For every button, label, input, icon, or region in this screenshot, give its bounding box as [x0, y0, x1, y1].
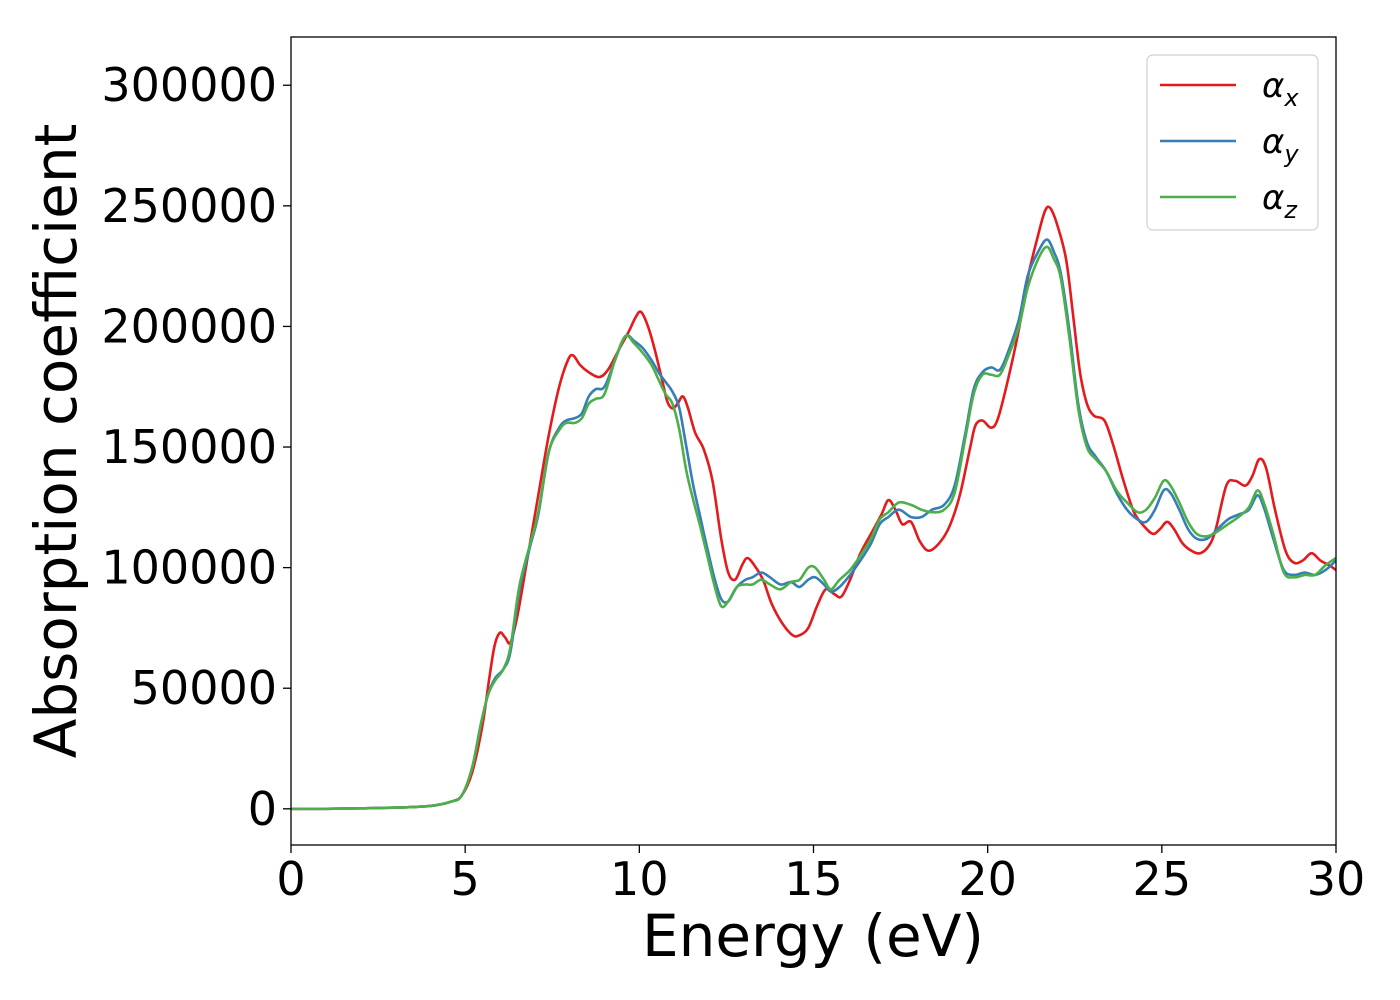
series-line-y [291, 238, 1336, 811]
x-tick-label: 5 [451, 852, 480, 906]
y-tick-label: 50000 [131, 661, 277, 715]
legend: αx αy αz [1146, 54, 1319, 231]
series-layer [291, 205, 1336, 811]
y-axis-title: Absorption coefficient [22, 124, 90, 759]
y-tick-label: 250000 [101, 179, 277, 233]
y-tick-label: 0 [248, 782, 277, 836]
x-tick-label: 15 [784, 852, 843, 906]
x-tick-label: 30 [1307, 852, 1366, 906]
x-axis: 0 5 10 15 20 25 30 [276, 845, 1365, 906]
legend-label-z: αz [1262, 178, 1298, 224]
y-tick-label: 150000 [101, 420, 277, 474]
y-tick-label: 300000 [101, 58, 277, 112]
x-axis-title: Energy (eV) [642, 902, 984, 970]
series-line-z [291, 245, 1336, 811]
legend-box [1146, 54, 1319, 231]
legend-label-x: αx [1262, 66, 1299, 112]
y-axis: 0 50000 100000 150000 200000 250000 300000 [101, 58, 291, 836]
legend-label-y: αy [1262, 122, 1299, 168]
x-tick-label: 25 [1133, 852, 1192, 906]
x-tick-label: 10 [610, 852, 669, 906]
x-tick-label: 20 [958, 852, 1017, 906]
y-tick-label: 100000 [101, 541, 277, 595]
x-tick-label: 0 [276, 852, 305, 906]
y-tick-label: 200000 [101, 299, 277, 353]
